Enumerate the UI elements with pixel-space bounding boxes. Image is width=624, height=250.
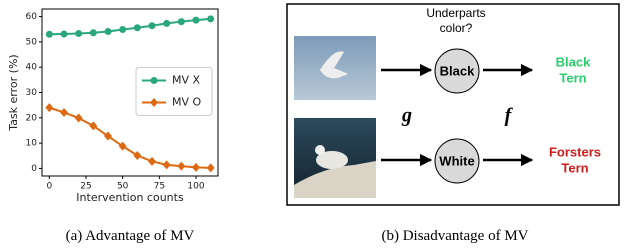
x-tick-label: 75 [154, 182, 165, 192]
question: color? [440, 21, 473, 35]
y-tick-label: 60 [26, 12, 38, 22]
caption-text: (b) Disadvantage of [381, 228, 500, 244]
y-tick-label: 40 [26, 63, 38, 73]
point [119, 26, 126, 33]
point [133, 151, 141, 160]
output-label: Tern [559, 70, 586, 85]
series-line [49, 19, 210, 34]
concept-label: Black [440, 63, 475, 78]
series-line [49, 108, 210, 168]
caption: (a) Advantage of MV [66, 228, 195, 244]
point [193, 17, 200, 24]
point [75, 114, 83, 123]
point [46, 31, 53, 38]
x-tick-label: 0 [46, 182, 52, 192]
point [148, 157, 156, 166]
point [89, 121, 97, 130]
x-axis-label: Intervention counts [76, 191, 184, 204]
point [105, 28, 112, 35]
y-tick-label: 10 [26, 139, 38, 149]
x-tick-label: 100 [187, 182, 204, 192]
point [134, 24, 141, 31]
figure: 0 10 20 30 40 50 60 0 25 50 75 100Intervention coun… [0, 0, 624, 250]
point [177, 162, 185, 171]
diagram: Underparts color? Black White g f Black … [287, 4, 619, 205]
caption-model: MV [504, 228, 528, 244]
point [207, 15, 214, 22]
output-label: Black [556, 54, 591, 69]
point [192, 163, 200, 172]
point [207, 163, 215, 172]
point [119, 142, 127, 151]
output-label: Forsters [549, 144, 601, 159]
bird-image [294, 36, 376, 100]
legend-label: MV O [172, 96, 202, 109]
point [149, 22, 156, 29]
point [75, 30, 82, 37]
caption-text: (a) Advantage of [66, 228, 167, 244]
y-tick-label: 20 [26, 113, 38, 123]
legend-marker [151, 77, 158, 84]
caption: (b) Disadvantage of MV [381, 228, 528, 244]
x-tick-label: 25 [80, 182, 91, 192]
y-axis-label: Task error (%) [7, 54, 20, 131]
output-label: Tern [561, 160, 588, 175]
bird-shape [315, 145, 325, 155]
question: Underparts [426, 6, 485, 20]
y-tick-label: 50 [26, 37, 38, 47]
point [104, 132, 112, 141]
point [45, 103, 53, 112]
function-label: g [401, 105, 412, 127]
point [163, 20, 170, 27]
y-tick-label: 30 [26, 88, 38, 98]
concept-label: White [439, 153, 474, 168]
point [61, 31, 68, 38]
point [178, 18, 185, 25]
x-tick-label: 50 [117, 182, 129, 192]
caption-model: MV [170, 228, 194, 244]
legend-label: MV X [172, 74, 201, 87]
point [163, 160, 171, 169]
point [90, 29, 97, 36]
y-tick-label: 0 [31, 164, 37, 174]
point [60, 108, 68, 117]
